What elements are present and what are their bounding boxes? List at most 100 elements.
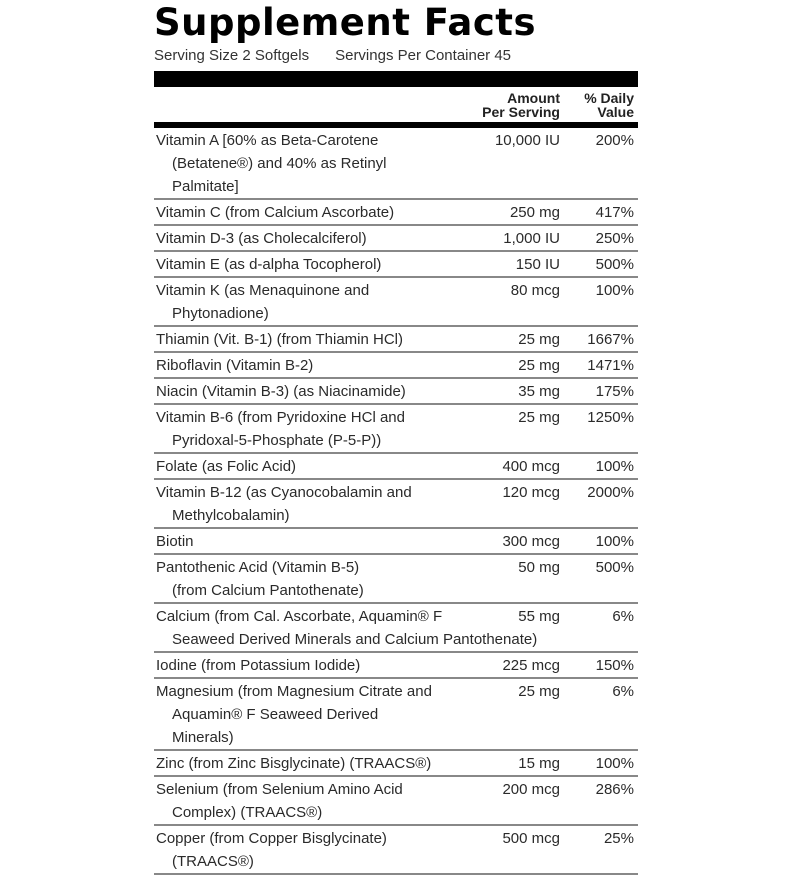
nutrient-amount: 300 mcg — [502, 533, 560, 550]
amount-header-line1: Amount — [507, 90, 560, 106]
nutrient-amount: 35 mg — [518, 383, 560, 400]
nutrient-row: Biotin 300 mcg 100% — [154, 529, 638, 555]
nutrient-amount: 250 mg — [509, 204, 560, 221]
nutrient-name: Biotin — [154, 530, 442, 553]
nutrient-name-line1: Vitamin B-6 (from Pyridoxine HCl and — [156, 409, 405, 426]
nutrient-name: Vitamin K (as Menaquinone and Phytonadion… — [154, 279, 442, 325]
nutrient-row: Copper (from Copper Bisglycinate) (TRAACS… — [154, 826, 638, 875]
nutrient-name: Iodine (from Potassium Iodide) — [154, 654, 442, 677]
nutrient-daily-value: 286% — [595, 781, 634, 798]
nutrient-amount: 25 mg — [518, 357, 560, 374]
nutrient-row: Selenium (from Selenium Amino Acid Comple… — [154, 777, 638, 826]
nutrient-name: Vitamin C (from Calcium Ascorbate) — [154, 201, 442, 224]
nutrient-daily-value: 175% — [595, 383, 634, 400]
nutrient-name-line1: Vitamin K (as Menaquinone and — [156, 282, 370, 299]
nutrient-amount: 15 mg — [518, 755, 560, 772]
nutrient-amount: 1,000 IU — [503, 230, 560, 247]
nutrient-amount: 225 mcg — [502, 657, 560, 674]
nutrient-name-line2: (TRAACS®) — [172, 853, 254, 870]
nutrient-name: Vitamin B-6 (from Pyridoxine HCl and Pyri… — [154, 406, 442, 452]
serving-info: Serving Size 2 Softgels Servings Per Con… — [154, 46, 638, 66]
nutrient-name: Calcium (from Cal. Ascorbate, Aquamin® F… — [154, 605, 600, 651]
dv-header: % Daily Value — [560, 91, 634, 119]
nutrient-name-line1: Vitamin B-12 (as Cyanocobalamin and — [156, 484, 412, 501]
column-header: Amount Per Serving % Daily Value — [154, 87, 638, 122]
nutrient-row: Pantothenic Acid (Vitamin B-5) (from Calc… — [154, 555, 638, 604]
nutrient-name-line2: (Betatene®) and 40% as Retinyl Palmitate… — [172, 155, 387, 195]
nutrient-name: Vitamin B-12 (as Cyanocobalamin and Methy… — [154, 481, 442, 527]
nutrient-name: Vitamin E (as d-alpha Tocopherol) — [154, 253, 442, 276]
nutrient-name-line1: Folate (as Folic Acid) — [156, 458, 297, 475]
nutrient-name: Niacin (Vitamin B-3) (as Niacinamide) — [154, 380, 442, 403]
nutrient-name-line2: Seaweed Derived Minerals and Calcium Pan… — [172, 631, 538, 648]
nutrient-name-line1: Vitamin D-3 (as Cholecalciferol) — [156, 230, 367, 247]
nutrient-name-line1: Iodine (from Potassium Iodide) — [156, 657, 361, 674]
header-divider — [154, 122, 638, 128]
nutrient-name-line1: Zinc (from Zinc Bisglycinate) (TRAACS®) — [156, 755, 432, 772]
nutrient-name-line2: Aquamin® F Seaweed Derived Minerals) — [172, 706, 379, 746]
amount-header-line2: Per Serving — [482, 104, 560, 120]
nutrient-name-line1: Vitamin E (as d-alpha Tocopherol) — [156, 256, 382, 273]
nutrient-name-line2: (from Calcium Pantothenate) — [172, 582, 364, 599]
nutrient-daily-value: 417% — [595, 204, 634, 221]
nutrient-row: Calcium (from Cal. Ascorbate, Aquamin® F… — [154, 604, 638, 653]
thick-divider — [154, 71, 638, 87]
nutrient-row: Magnesium (from Magnesium Citrate and Aqu… — [154, 679, 638, 751]
nutrient-daily-value: 500% — [595, 256, 634, 273]
nutrient-daily-value: 100% — [595, 533, 634, 550]
nutrient-table: Vitamin A [60% as Beta-Carotene (Betatene… — [154, 128, 638, 875]
nutrient-daily-value: 1667% — [587, 331, 634, 348]
nutrient-daily-value: 500% — [595, 559, 634, 576]
nutrient-name-line2: Complex) (TRAACS®) — [172, 804, 323, 821]
nutrient-name: Vitamin D-3 (as Cholecalciferol) — [154, 227, 442, 250]
nutrient-name-line2: Pyridoxal-5-Phosphate (P-5-P)) — [172, 432, 382, 449]
nutrient-row: Zinc (from Zinc Bisglycinate) (TRAACS®) 1… — [154, 751, 638, 777]
dv-header-line1: % Daily — [584, 90, 634, 106]
nutrient-name-line2: Methylcobalamin) — [172, 507, 290, 524]
nutrient-name-line1: Pantothenic Acid (Vitamin B-5) — [156, 559, 360, 576]
nutrient-amount: 400 mcg — [502, 458, 560, 475]
nutrient-daily-value: 250% — [595, 230, 634, 247]
nutrient-daily-value: 6% — [612, 683, 634, 700]
nutrient-amount: 50 mg — [518, 559, 560, 576]
nutrient-name: Selenium (from Selenium Amino Acid Comple… — [154, 778, 442, 824]
nutrient-name: Magnesium (from Magnesium Citrate and Aqu… — [154, 680, 442, 749]
servings-per-container: Servings Per Container 45 — [335, 47, 512, 64]
label-title: Supplement Facts — [154, 1, 537, 44]
nutrient-name: Copper (from Copper Bisglycinate) (TRAACS… — [154, 827, 442, 873]
nutrient-daily-value: 100% — [595, 282, 634, 299]
nutrient-row: Vitamin C (from Calcium Ascorbate) 250 mg… — [154, 200, 638, 226]
nutrient-name: Vitamin A [60% as Beta-Carotene (Betatene… — [154, 129, 442, 198]
nutrient-row: Folate (as Folic Acid) 400 mcg 100% — [154, 454, 638, 480]
nutrient-row: Vitamin A [60% as Beta-Carotene (Betatene… — [154, 128, 638, 200]
amount-header: Amount Per Serving — [440, 91, 560, 119]
nutrient-name-line1: Vitamin A [60% as Beta-Carotene — [156, 132, 379, 149]
nutrient-name: Folate (as Folic Acid) — [154, 455, 442, 478]
nutrient-amount: 200 mcg — [502, 781, 560, 798]
nutrient-amount: 500 mcg — [502, 830, 560, 847]
nutrient-row: Vitamin K (as Menaquinone and Phytonadion… — [154, 278, 638, 327]
nutrient-name-line1: Magnesium (from Magnesium Citrate and — [156, 683, 432, 700]
nutrient-row: Iodine (from Potassium Iodide) 225 mcg 150… — [154, 653, 638, 679]
nutrient-row: Vitamin B-12 (as Cyanocobalamin and Methy… — [154, 480, 638, 529]
nutrient-name-line2: Phytonadione) — [172, 305, 269, 322]
nutrient-daily-value: 25% — [603, 830, 634, 847]
nutrient-name: Thiamin (Vit. B-1) (from Thiamin HCl) — [154, 328, 442, 351]
nutrient-name-line1: Riboflavin (Vitamin B-2) — [156, 357, 314, 374]
nutrient-daily-value: 2000% — [587, 484, 634, 501]
nutrient-daily-value: 150% — [595, 657, 634, 674]
nutrient-name-line1: Selenium (from Selenium Amino Acid — [156, 781, 403, 798]
nutrient-row: Vitamin E (as d-alpha Tocopherol) 150 IU 5… — [154, 252, 638, 278]
serving-size: Serving Size 2 Softgels — [154, 47, 310, 64]
nutrient-daily-value: 6% — [612, 608, 634, 625]
nutrient-name-line1: Thiamin (Vit. B-1) (from Thiamin HCl) — [156, 331, 403, 348]
nutrient-daily-value: 200% — [595, 132, 634, 149]
dv-header-line2: Value — [597, 104, 634, 120]
nutrient-name-line1: Vitamin C (from Calcium Ascorbate) — [156, 204, 395, 221]
nutrient-name: Riboflavin (Vitamin B-2) — [154, 354, 442, 377]
nutrient-amount: 150 IU — [515, 256, 560, 273]
nutrient-daily-value: 100% — [595, 458, 634, 475]
nutrient-daily-value: 100% — [595, 755, 634, 772]
supplement-facts-label: Supplement Facts Serving Size 2 Softgels… — [154, 0, 638, 875]
nutrient-amount: 80 mcg — [510, 282, 560, 299]
